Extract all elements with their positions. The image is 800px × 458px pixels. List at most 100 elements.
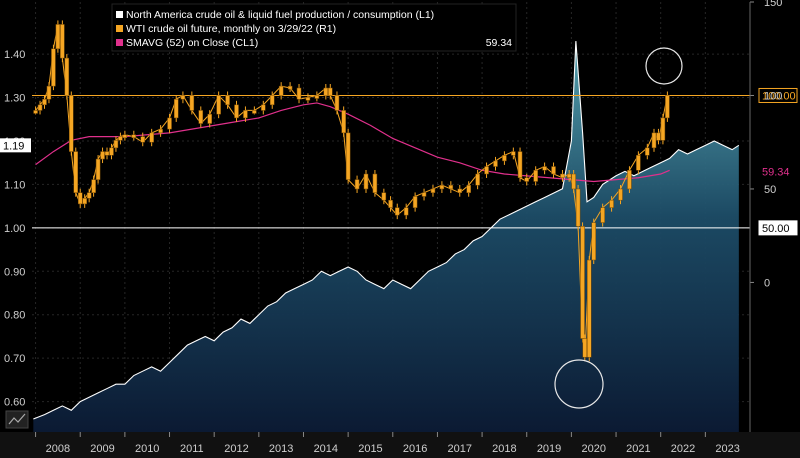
- wti-candle-body: [627, 170, 632, 190]
- left-tick-label: 0.70: [4, 353, 25, 365]
- wti-candle: [656, 128, 661, 145]
- left-tick-label: 1.30: [4, 93, 25, 105]
- end-label-box: [759, 164, 797, 179]
- wti-candle-body: [575, 188, 581, 227]
- wti-candle-body: [77, 192, 83, 205]
- reference-label-box: [758, 87, 798, 103]
- wti-candle: [261, 100, 266, 115]
- wti-candle-body: [566, 173, 572, 178]
- wti-candle-body: [524, 177, 529, 182]
- wti-candle: [51, 44, 56, 91]
- wti-candle: [582, 334, 588, 362]
- wti-candle: [216, 91, 221, 119]
- wti-candle: [42, 95, 47, 109]
- legend-swatch-wti: [116, 25, 123, 32]
- x-tick-label: 2018: [492, 443, 516, 455]
- x-tick-label: 2023: [715, 443, 739, 455]
- x-tick-label: 2017: [448, 443, 472, 455]
- wti-candle-body: [234, 104, 239, 119]
- wti-candle: [457, 184, 463, 197]
- wti-candle: [33, 106, 38, 115]
- wti-candle-body: [580, 226, 585, 339]
- wti-candle: [381, 188, 387, 205]
- left-last-value-box: [0, 138, 31, 153]
- wti-candle-body: [388, 199, 393, 208]
- wti-candle: [140, 132, 145, 147]
- x-tick-label: 2008: [46, 443, 70, 455]
- wti-candle-body: [64, 57, 70, 96]
- wti-candle: [388, 196, 393, 212]
- wti-candle-body: [243, 110, 248, 119]
- wti-candle-body: [645, 147, 650, 156]
- wti-candle-body: [55, 24, 61, 49]
- wti-candle-body: [448, 184, 454, 190]
- x-tick-label: 2009: [90, 443, 114, 455]
- wti-candle: [627, 166, 632, 193]
- legend-label-smavg: SMAVG (52) on Close (CL1): [126, 37, 258, 49]
- wti-candle-body: [113, 140, 119, 149]
- wti-candle: [354, 175, 360, 193]
- wti-candle: [55, 20, 61, 53]
- wti-candle: [305, 93, 311, 104]
- wti-candle-body: [511, 151, 516, 156]
- wti-candle: [296, 84, 302, 104]
- wti-candle: [104, 147, 110, 160]
- wti-candle-body: [395, 207, 400, 216]
- x-axis-ticks: 2008 2009 2010 2011 2012 2013 2014 2015 2016 2017…: [35, 432, 740, 455]
- wti-candle-body: [651, 132, 657, 149]
- wti-candle-body: [582, 338, 588, 358]
- wti-candle-body: [189, 95, 195, 111]
- left-tick-label: 0.90: [4, 266, 25, 278]
- wti-candle: [100, 147, 105, 164]
- x-tick-label: 2010: [135, 443, 159, 455]
- legend-box: [111, 3, 517, 52]
- wti-candle-body: [560, 173, 565, 178]
- wti-candle-body: [314, 95, 320, 99]
- wti-candle-body: [457, 188, 463, 193]
- wti-candle-body: [542, 166, 547, 171]
- wti-candle-body: [636, 155, 641, 171]
- wti-candle-body: [502, 155, 507, 162]
- wti-candle-body: [323, 87, 329, 96]
- wti-candle-body: [60, 24, 65, 59]
- wti-candle: [252, 106, 257, 115]
- wti-candle: [609, 196, 614, 212]
- wti-candle: [600, 203, 605, 227]
- wti-candle-body: [69, 95, 74, 152]
- wti-candle-body: [118, 136, 123, 141]
- wti-candle: [517, 147, 523, 182]
- right-tick-label: 100: [764, 90, 782, 102]
- wti-candle: [636, 151, 641, 175]
- legend-swatch-production: [116, 11, 123, 18]
- wti-candle: [95, 155, 101, 184]
- wti-candle-body: [430, 188, 436, 193]
- wti-candle: [198, 106, 204, 128]
- wti-candle: [566, 170, 572, 182]
- x-tick-label: 2014: [314, 443, 338, 455]
- wti-candle-body: [665, 95, 670, 119]
- left-tick-label: 0.60: [4, 397, 25, 409]
- wti-candle: [180, 91, 186, 104]
- wti-candle-body: [216, 95, 221, 115]
- wti-candle: [334, 91, 340, 115]
- wti-candle: [278, 82, 284, 100]
- wti-candle-body: [533, 170, 538, 182]
- wti-candle: [618, 184, 623, 205]
- wti-candle-body: [372, 173, 378, 193]
- wti-candle-body: [100, 151, 105, 160]
- wti-candle-body: [517, 151, 523, 178]
- wti-candle: [665, 91, 670, 122]
- wti-candle: [207, 110, 212, 128]
- wti-candle: [511, 147, 516, 160]
- wti-candle: [395, 203, 400, 220]
- legend-swatch-smavg: [116, 39, 123, 46]
- wti-candle-body: [296, 87, 302, 100]
- chart-tool-icon[interactable]: [5, 410, 29, 429]
- wti-candle-body: [180, 95, 186, 100]
- wti-candle-body: [345, 132, 351, 180]
- wti-candle-body: [91, 179, 96, 193]
- wti-candle: [60, 20, 65, 63]
- wti-candle: [82, 194, 87, 208]
- wti-candle: [173, 95, 179, 122]
- wti-candle-body: [207, 113, 212, 124]
